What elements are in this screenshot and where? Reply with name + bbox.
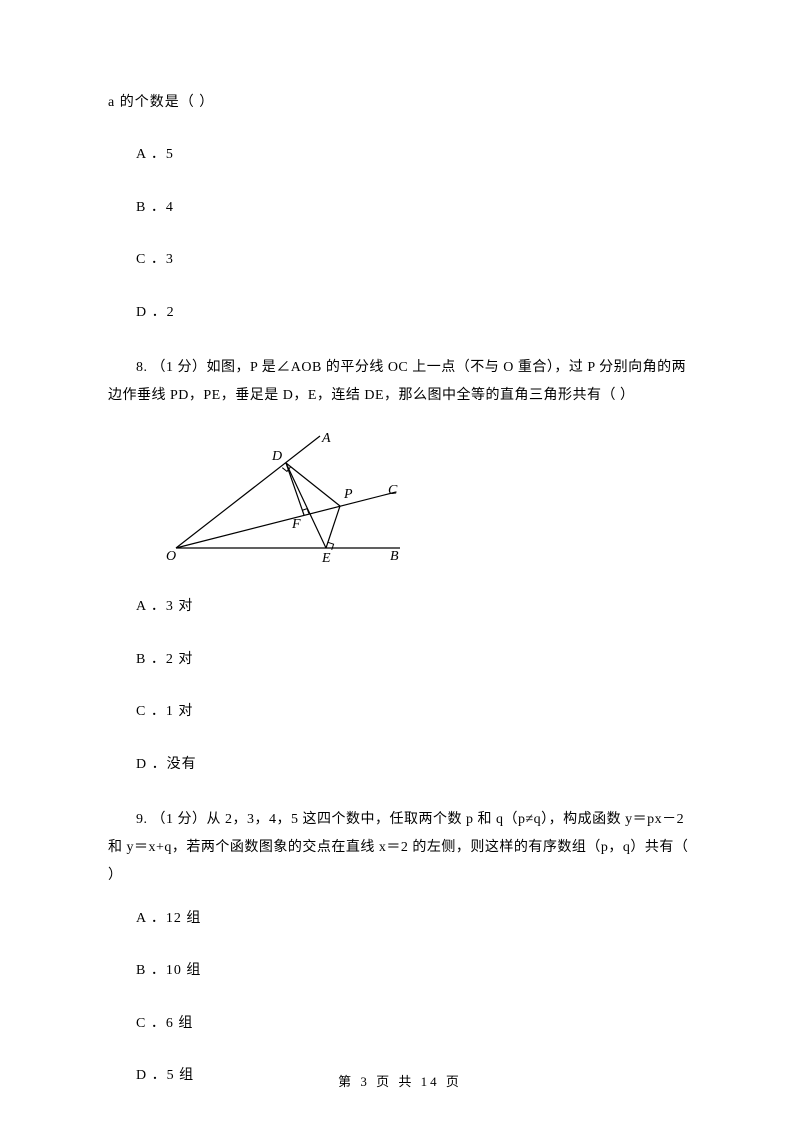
geometry-diagram: O E B A C D P F xyxy=(164,428,412,564)
q9-option-b: B ．10 组 xyxy=(136,960,695,982)
q9-stem: 9. （1 分）从 2，3，4，5 这四个数中，任取两个数 p 和 q（p≠q）… xyxy=(108,806,695,890)
svg-text:P: P xyxy=(343,487,353,502)
q9-option-a: A ．12 组 xyxy=(136,908,695,930)
svg-text:D: D xyxy=(271,449,282,464)
svg-text:B: B xyxy=(390,549,399,564)
q7-option-b: B ．4 xyxy=(136,197,695,219)
q7-option-a: A ．5 xyxy=(136,144,695,166)
svg-text:O: O xyxy=(166,549,176,564)
q8-option-b: B ．2 对 xyxy=(136,649,695,671)
page-body: a 的个数是（ ） A ．5 B ．4 C ．3 D ．2 8. （1 分）如图… xyxy=(0,0,800,1087)
svg-text:A: A xyxy=(321,431,331,446)
q8-option-a: A ．3 对 xyxy=(136,596,695,618)
q8-option-c: C ．1 对 xyxy=(136,701,695,723)
q8-figure: O E B A C D P F xyxy=(164,428,695,572)
svg-text:C: C xyxy=(388,483,398,498)
q7-option-c: C ．3 xyxy=(136,249,695,271)
q7-option-d: D ．2 xyxy=(136,302,695,324)
svg-text:F: F xyxy=(291,517,301,532)
q8-stem: 8. （1 分）如图，P 是∠AOB 的平分线 OC 上一点（不与 O 重合），… xyxy=(108,354,695,410)
svg-text:E: E xyxy=(321,551,331,564)
page-footer: 第 3 页 共 14 页 xyxy=(0,1071,800,1090)
q8-option-d: D ．没有 xyxy=(136,754,695,776)
q9-option-c: C ．6 组 xyxy=(136,1013,695,1035)
q7-stem: a 的个数是（ ） xyxy=(108,92,695,114)
